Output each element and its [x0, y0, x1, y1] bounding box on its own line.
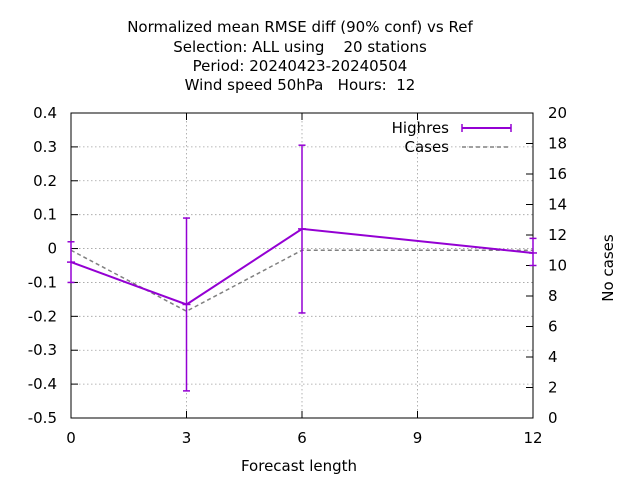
legend-label-cases: Cases — [404, 138, 449, 156]
x-tick-label: 0 — [66, 429, 76, 447]
legend-label-highres: Highres — [392, 119, 450, 137]
y-tick-label: -0.4 — [28, 375, 57, 393]
chart-title: Normalized mean RMSE diff (90% conf) vs … — [127, 18, 473, 94]
legend-marks — [461, 124, 512, 148]
y2-tick-label: 20 — [548, 104, 567, 122]
legend: Highres Cases — [392, 119, 512, 156]
y-tick-label: 0.1 — [33, 206, 57, 224]
series-cases-line — [70, 249, 533, 313]
highres-point — [298, 144, 306, 314]
y2-tick-label: 16 — [548, 165, 567, 183]
y-tick-label: 0 — [47, 240, 57, 258]
highres-point — [529, 237, 537, 267]
series-highres-line — [70, 227, 534, 306]
title-line-1: Normalized mean RMSE diff (90% conf) vs … — [127, 18, 473, 36]
title-line-3: Period: 20240423-20240504 — [193, 57, 408, 75]
title-line-4: Wind speed 50hPa Hours: 12 — [185, 76, 416, 94]
y2-tick-label: 8 — [548, 287, 558, 305]
y2-axis-label: No cases — [599, 234, 617, 302]
y2-tick-label: 2 — [548, 379, 558, 397]
y-tick-label: -0.5 — [28, 409, 57, 427]
y-tick-label: 0.2 — [33, 172, 57, 190]
x-axis-label: Forecast length — [241, 457, 357, 475]
highres-point — [67, 241, 75, 284]
y2-tick-label: 10 — [548, 257, 567, 275]
title-line-2: Selection: ALL using 20 stations — [173, 38, 427, 56]
axes: 0 3 6 9 12 -0.5 -0.4 -0.3 -0.2 -0.1 0 0.1 0.2 0.3 0.4 0… — [28, 104, 567, 447]
y-tick-label: 0.3 — [33, 138, 57, 156]
y2-tick-label: 0 — [548, 409, 558, 427]
x-tick-label: 12 — [523, 429, 542, 447]
y2-tick-label: 4 — [548, 348, 558, 366]
x-tick-label: 9 — [413, 429, 423, 447]
x-tick-label: 6 — [297, 429, 307, 447]
y2-tick-label: 6 — [548, 318, 558, 336]
y-tick-label: -0.1 — [28, 273, 57, 291]
x-tick-label: 3 — [182, 429, 192, 447]
y2-tick-label: 18 — [548, 135, 567, 153]
series-layer — [67, 144, 537, 392]
y-tick-label: 0.4 — [33, 104, 57, 122]
y-tick-label: -0.3 — [28, 341, 57, 359]
y2-tick-label: 12 — [548, 226, 567, 244]
highres-point — [182, 217, 191, 392]
y-tick-label: -0.2 — [28, 307, 57, 325]
y2-tick-label: 14 — [548, 196, 567, 214]
